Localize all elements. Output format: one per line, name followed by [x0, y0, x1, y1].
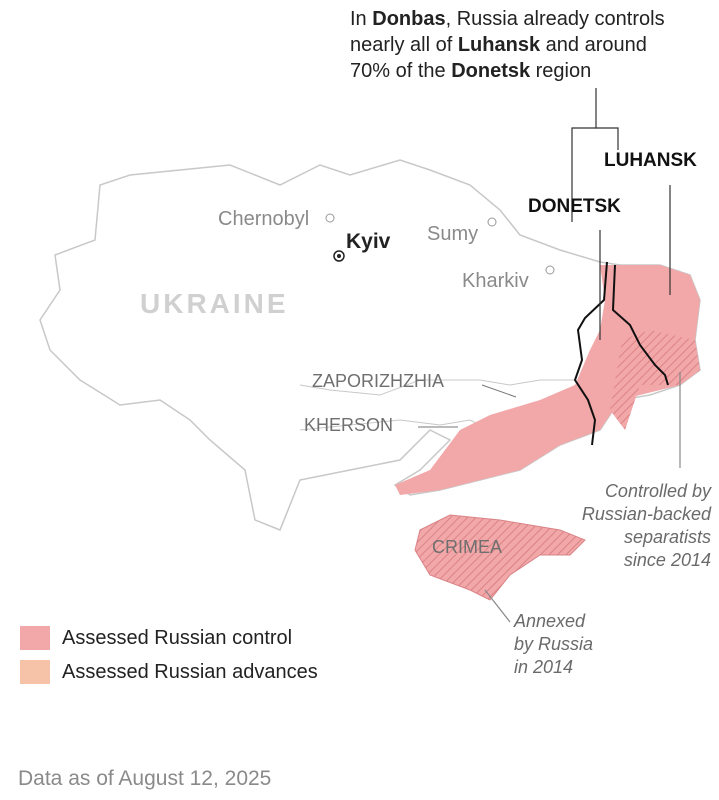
note-line: since 2014	[623, 550, 711, 570]
oblast-label-crimea: CRIMEA	[432, 537, 503, 557]
headline-text: nearly all of	[350, 34, 458, 56]
headline-text: region	[530, 60, 592, 82]
oblast-label-luhansk: LUHANSK	[604, 150, 697, 171]
kharkiv-marker-icon	[545, 265, 555, 275]
legend-item-control: Assessed Russian control	[20, 626, 292, 650]
headline: In Donbas, Russia already controls nearl…	[350, 6, 665, 84]
legend-item-advances: Assessed Russian advances	[20, 660, 318, 684]
crimea-leader	[484, 589, 511, 623]
oblast-label-zaporizhzhia: ZAPORIZHZHIA	[312, 371, 445, 391]
zaporizhzhia-leader	[481, 384, 517, 398]
donetsk-border	[573, 261, 608, 446]
city-label-sumy: Sumy	[427, 223, 479, 245]
russian-control-area	[395, 265, 700, 495]
headline-text: , Russia already controls	[445, 8, 665, 30]
note-line: Annexed	[514, 611, 586, 631]
note-line: by Russia	[514, 634, 594, 654]
headline-bold: Donetsk	[451, 60, 531, 82]
headline-text: 70% of the	[350, 60, 452, 82]
legend-label: Assessed Russian control	[62, 626, 293, 649]
capital-label: Kyiv	[346, 230, 391, 253]
legend-swatch-control	[20, 626, 50, 650]
legend-swatch-advances	[20, 660, 50, 684]
note-line: in 2014	[514, 657, 574, 677]
oblast-borders-south	[299, 419, 491, 431]
country-label: UKRAINE	[140, 288, 289, 319]
headline-bold: Luhansk	[457, 34, 541, 56]
oblast-label-donetsk: DONETSK	[528, 196, 621, 217]
crimea-outline	[414, 514, 586, 601]
headline-text: In	[350, 8, 373, 30]
crimea-note: Annexed by Russia in 2014	[514, 610, 593, 679]
oblast-label-kherson: KHERSON	[304, 415, 394, 435]
data-date-footer: Data as of August 12, 2025	[18, 767, 272, 790]
donbas-leader	[571, 88, 597, 222]
city-label-kharkiv: Kharkiv	[462, 270, 529, 292]
separatists-note: Controlled by Russian-backed separatists…	[582, 480, 711, 572]
sumy-marker-icon	[487, 217, 497, 227]
city-label-chernobyl: Chernobyl	[218, 208, 310, 230]
note-line: separatists	[623, 527, 711, 547]
oblast-borders	[299, 379, 575, 396]
donbas-leader-right	[596, 127, 619, 150]
luhansk-border	[611, 264, 669, 386]
chernobyl-marker-icon	[325, 213, 335, 223]
legend-label: Assessed Russian advances	[62, 660, 318, 683]
note-line: Russian-backed	[581, 504, 711, 524]
kyiv-capital-dot	[337, 254, 341, 258]
separatist-area	[610, 330, 700, 430]
headline-bold: Donbas	[372, 8, 446, 30]
headline-text: and around	[540, 34, 647, 56]
note-line: Controlled by	[604, 481, 711, 501]
